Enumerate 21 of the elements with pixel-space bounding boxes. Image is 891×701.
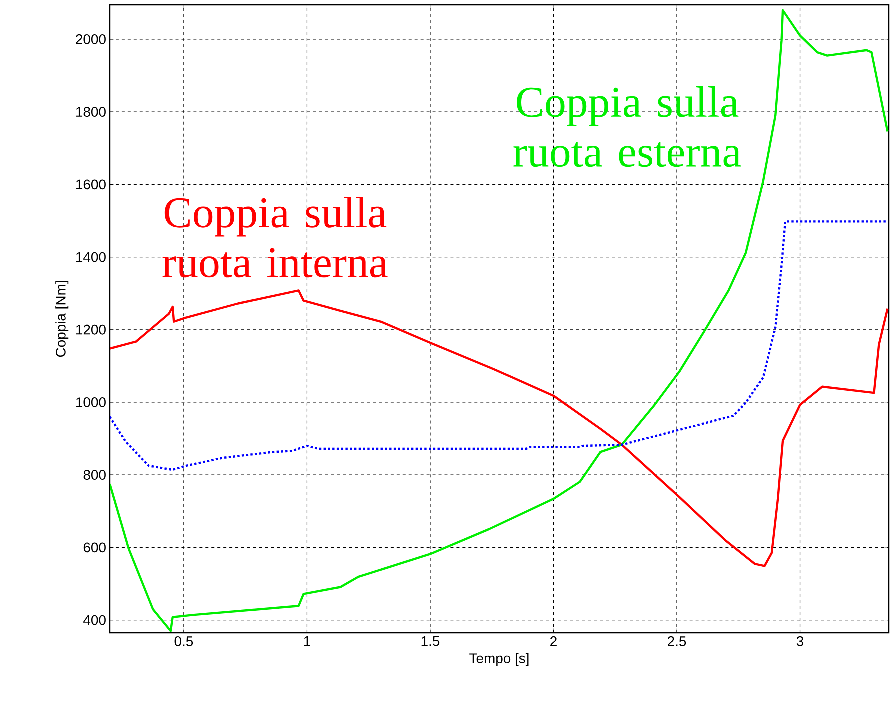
x-tick-label: 1 <box>304 636 310 646</box>
y-tick-label: 2000 <box>76 34 106 44</box>
y-tick-label: 1400 <box>76 252 106 262</box>
line-series <box>110 290 889 568</box>
series-label: Coppia sulla ruota esterna <box>514 86 742 168</box>
y-tick-label: 1200 <box>76 324 106 335</box>
x-axis-title: Tempo [s] <box>470 653 529 666</box>
y-tick-label: 1600 <box>76 180 106 190</box>
x-tick-label: 0.5 <box>174 636 194 646</box>
y-tick-label: 1800 <box>76 107 106 118</box>
y-tick-label: 600 <box>84 542 106 553</box>
x-tick-label: 1.5 <box>422 636 440 646</box>
series-label: Coppia sulla ruota interna <box>162 197 388 278</box>
line-series <box>110 9 889 632</box>
y-axis-title: Coppia [Nm] <box>56 281 69 358</box>
x-tick-label: 2.5 <box>668 636 686 646</box>
x-tick-label: 2 <box>550 636 557 646</box>
y-tick-label: 400 <box>84 615 106 626</box>
y-tick-label: 1000 <box>76 398 106 408</box>
y-tick-label: 800 <box>84 470 106 480</box>
x-tick-label: 3 <box>796 636 804 646</box>
